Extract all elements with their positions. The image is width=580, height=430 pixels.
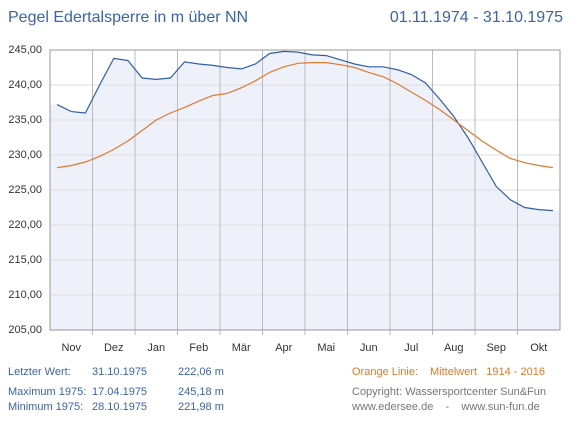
y-tick-label: 225,00: [8, 184, 42, 196]
x-tick-label: Nov: [61, 342, 81, 354]
chart-title: Pegel Edertalsperre in m über NN: [8, 9, 248, 26]
x-tick-label: Jul: [404, 342, 418, 354]
y-tick-label: 230,00: [8, 149, 42, 161]
x-tick-label: Dez: [104, 342, 124, 354]
x-tick-label: Feb: [189, 342, 208, 354]
value: 221,98 m: [178, 401, 224, 413]
y-tick-label: 205,00: [8, 324, 42, 336]
value: 222,06 m: [178, 366, 224, 378]
line: [56, 50, 553, 212]
y-tick-label: 215,00: [8, 254, 42, 266]
x-tick-label: Apr: [275, 342, 292, 354]
label: Letzter Wert:: [8, 366, 71, 378]
x-tick-label: Mär: [232, 342, 251, 354]
date: 31.10.1975: [92, 366, 147, 378]
x-tick-label: Jan: [147, 342, 165, 354]
date: 28.10.1975: [92, 401, 147, 413]
x-tick-label: Jun: [360, 342, 378, 354]
note-label: Orange Linie:: [352, 366, 418, 378]
note-text: Mittelwert 1914 - 2016: [430, 366, 545, 378]
x-tick-label: Mai: [317, 342, 335, 354]
y-tick-label: 240,00: [8, 79, 42, 91]
links: www.edersee.de - www.sun-fun.de: [351, 401, 540, 413]
y-tick-label: 235,00: [8, 114, 42, 126]
x-tick-label: Sep: [486, 342, 506, 354]
y-tick-label: 220,00: [8, 219, 42, 231]
date: 17.04.1975: [92, 386, 147, 398]
copyright: Copyright: Wassersportcenter Sun&Fun: [352, 386, 546, 398]
label: Maximum 1975:: [8, 386, 86, 398]
footer: Letzter Wert: 31.10.1975 222,06 m Maximu…: [8, 366, 546, 413]
label: Minimum 1975:: [8, 401, 83, 413]
value: 245,18 m: [178, 386, 224, 398]
date-range: 01.11.1974 - 31.10.1975: [390, 9, 563, 26]
y-tick-label: 210,00: [8, 289, 42, 301]
y-tick-label: 245,00: [8, 44, 42, 56]
x-tick-label: Aug: [444, 342, 464, 354]
line: [57, 62, 553, 169]
plot-frame: [49, 49, 561, 331]
x-tick-label: Okt: [530, 342, 547, 354]
